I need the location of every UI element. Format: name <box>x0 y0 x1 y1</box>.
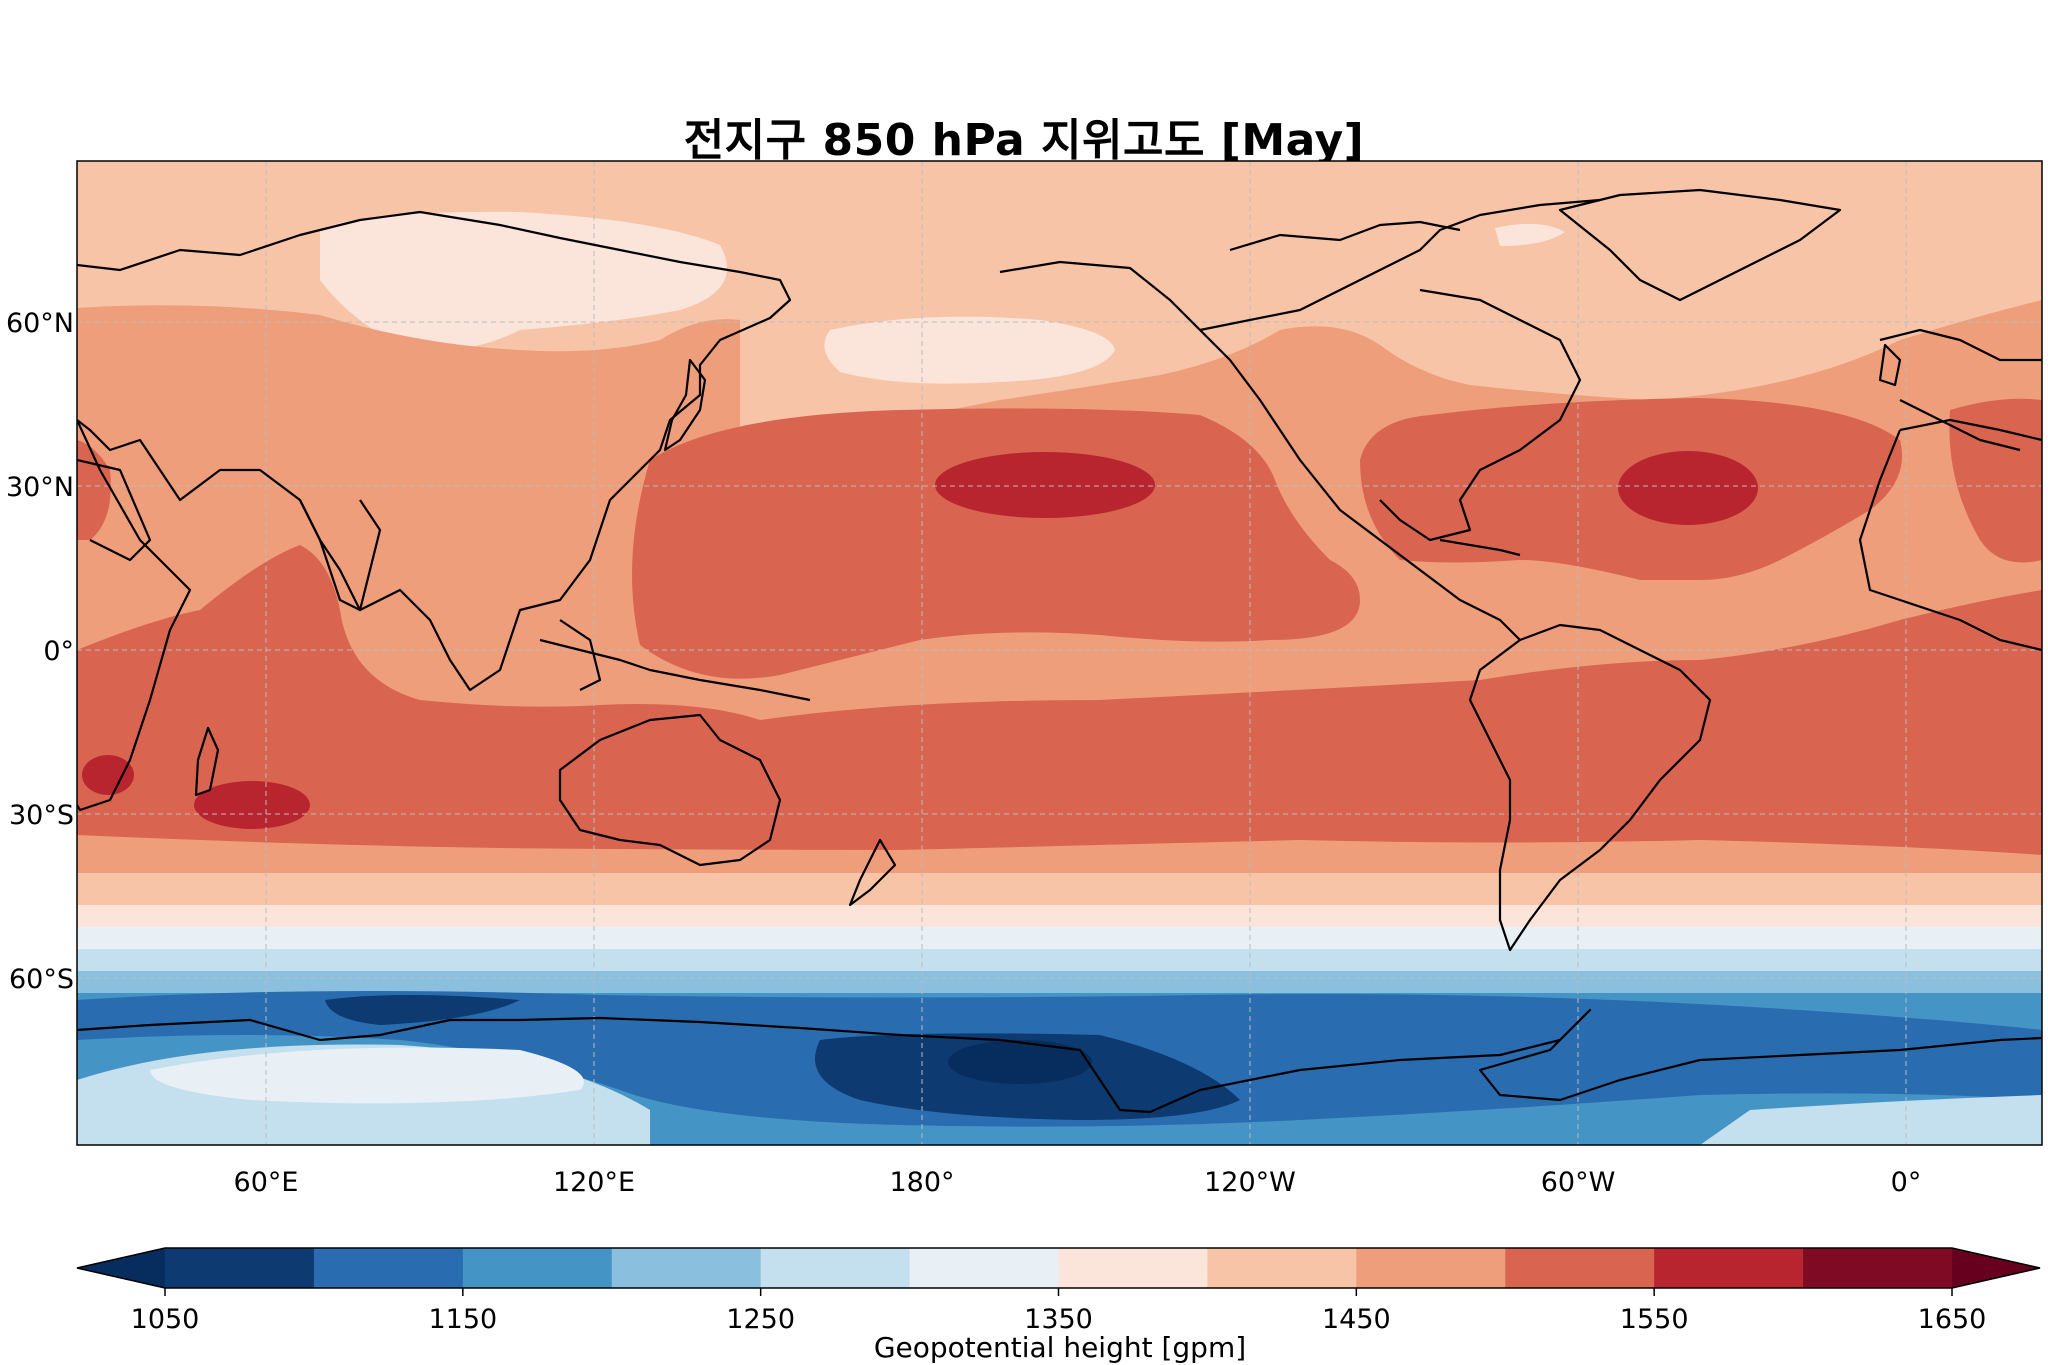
y-tick-label: 60°N <box>6 308 74 339</box>
colorbar-swatch <box>313 1248 464 1288</box>
x-tick-label: 120°E <box>553 1167 635 1198</box>
y-tick-label: 0° <box>43 636 74 667</box>
band-1350-1400-arctic <box>320 211 727 350</box>
colorbar-extend-over <box>1952 1248 2040 1288</box>
colorbar-tick-label: 1250 <box>726 1304 795 1335</box>
colorbar-swatch <box>1058 1248 1208 1288</box>
south-indian-high <box>194 781 310 829</box>
band-1400-1450-south <box>77 873 2042 905</box>
colorbar-swatch <box>1654 1248 1804 1288</box>
band-1450-1500-south <box>77 855 2042 873</box>
band-1200-1250-south <box>77 971 2042 993</box>
band-1250-1300-east <box>1700 1095 2042 1145</box>
colorbar-swatch <box>462 1248 613 1288</box>
north-pacific-high <box>935 452 1155 518</box>
x-tick-label: 0° <box>1891 1167 1922 1198</box>
band-1300-1350-antarctic <box>150 1047 584 1104</box>
band-1050-1100-low-west <box>325 995 520 1025</box>
south-africa-high <box>82 755 134 795</box>
gridlines <box>77 161 2042 1145</box>
colorbar-swatch <box>760 1248 911 1288</box>
colorbar-ticks: 1050 1150 1250 1350 1450 1550 1650 <box>131 1288 1987 1335</box>
y-axis-labels: 60°N 30°N 0° 30°S 60°S <box>6 308 74 995</box>
band-1300-1350-south <box>77 927 2042 949</box>
y-tick-label: 30°N <box>6 472 74 503</box>
y-tick-label: 60°S <box>9 964 74 995</box>
colorbar-tick-label: 1050 <box>131 1304 200 1335</box>
colorbar-swatch <box>909 1248 1059 1288</box>
x-tick-label: 60°E <box>234 1167 299 1198</box>
colorbar-swatch <box>1803 1248 1953 1288</box>
band-below-1050-low <box>948 1040 1092 1084</box>
colorbar-extend-under <box>77 1248 165 1288</box>
band-1250-1300-south <box>77 949 2042 971</box>
band-1500-1550-pacific <box>632 408 1360 679</box>
x-tick-label: 120°W <box>1204 1167 1296 1198</box>
colorbar-swatch <box>1207 1248 1357 1288</box>
north-atlantic-high <box>1618 451 1758 525</box>
band-1350-1400-greenland <box>1495 223 1565 246</box>
colorbar-tick-label: 1650 <box>1918 1304 1987 1335</box>
colorbar-label: Geopotential height [gpm] <box>874 1331 1246 1364</box>
y-tick-label: 30°S <box>9 800 74 831</box>
band-1350-1400-south <box>77 905 2042 927</box>
colorbar-swatch <box>165 1248 315 1288</box>
x-axis-labels: 60°E 120°E 180° 120°W 60°W 0° <box>234 1167 1922 1198</box>
coastlines <box>77 188 2042 1114</box>
colorbar-tick-label: 1350 <box>1024 1304 1093 1335</box>
colorbar <box>76 1247 2041 1289</box>
x-tick-label: 60°W <box>1541 1167 1616 1198</box>
colorbar-swatch <box>611 1248 762 1288</box>
band-1500-1550-south <box>77 545 2042 855</box>
band-1350-1400-pacific <box>824 316 1115 384</box>
chart-title: 전지구 850 hPa 지위고도 [May] <box>683 115 1365 166</box>
colorbar-tick-label: 1550 <box>1620 1304 1689 1335</box>
colorbar-tick-label: 1150 <box>428 1304 497 1335</box>
height-field <box>77 161 2042 1145</box>
colorbar-swatch <box>1505 1248 1655 1288</box>
band-1500-1550-west-africa <box>1949 398 2042 563</box>
map-frame <box>76 160 2043 1146</box>
colorbar-swatch <box>1356 1248 1506 1288</box>
x-tick-label: 180° <box>889 1167 954 1198</box>
colorbar-tick-label: 1450 <box>1322 1304 1391 1335</box>
